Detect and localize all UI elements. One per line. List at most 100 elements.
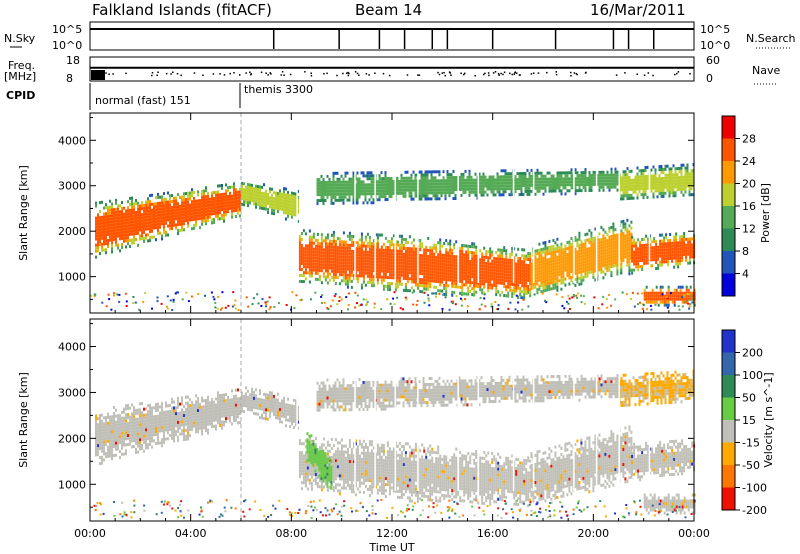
scatter-cell [441,277,444,281]
scatter-cell [513,289,516,293]
scatter-cell [574,238,577,242]
scatter-cell [488,175,491,179]
scatter-cell [529,276,532,280]
scatter-cell [638,184,641,188]
scatter-cell [181,216,183,220]
scatter-cell [651,255,654,259]
scatter-cell [157,195,159,199]
scatter-cell [440,179,443,183]
scatter-cell [354,250,357,254]
scatter-cell [419,284,422,287]
freq-dot [281,71,284,73]
scatter-cell [334,243,337,246]
scatter-cell [111,214,113,218]
scatter-cell [450,191,453,195]
scatter-cell [332,201,335,205]
scatter-cell [446,179,449,183]
scatter-cell [471,251,474,255]
scatter-cell [165,233,167,237]
scatter-cell [667,254,670,258]
scatter-cell [638,187,641,191]
freq-unit: [MHz] [4,70,36,83]
scatter-cell [211,200,213,204]
scatter-cell [483,255,486,259]
scatter-cell [501,281,504,285]
scatter-cell [386,249,389,252]
scatter-cell [631,259,634,263]
scatter-cell [515,262,518,266]
freq-dot [546,71,548,74]
scatter-cell [410,280,413,284]
scatter-cell [324,248,327,252]
scatter-cell [308,274,311,278]
scatter-cell [139,237,141,241]
scatter-cell [527,252,530,255]
scatter-cell [570,261,573,264]
scatter-cell [455,282,458,286]
scatter-cell [189,218,191,222]
scatter-cell [304,271,307,275]
scatter-cell [223,195,225,199]
scatter-cell [129,220,131,224]
freq-dot [156,74,158,77]
scatter-cell [117,231,119,235]
scatter-cell [449,269,452,273]
scatter-cell [235,191,237,194]
scatter-cell [133,241,135,245]
scatter-cell [400,234,403,238]
scatter-cell [289,212,291,216]
scatter-cell [463,244,466,248]
scatter-cell [519,257,522,260]
scatter-cell [320,181,323,184]
scatter-cell [117,216,119,220]
scatter-cell [673,303,676,307]
scatter-cell [149,215,151,219]
scatter-cell [161,234,163,238]
scatter-cell [600,252,603,256]
scatter-cell [310,250,313,254]
scatter-cell [530,283,533,287]
scatter-cell [449,245,452,249]
scatter-cell [441,262,444,266]
scatter-cell [584,177,587,181]
scatter-cell [550,287,553,291]
scatter-cell [332,266,335,270]
scatter-cell [344,279,347,283]
scatter-cell [293,198,295,202]
scatter-cell [326,192,329,196]
scatter-cell [544,274,547,277]
scatter-cell [324,278,327,282]
scatter-cell [429,252,432,256]
scatter-cell [340,195,343,199]
scatter-cell [161,207,163,211]
scatter-cell [434,170,437,174]
scatter-cell [683,238,686,241]
scatter-cell [205,198,207,202]
scatter-cell [165,230,167,234]
scatter-cell [141,234,143,238]
scatter-cell [570,174,573,178]
scatter-cell [400,179,403,183]
scatter-cell [496,172,499,176]
scatter-cell [213,212,215,216]
scatter-cell [384,192,387,196]
scatter-cell [121,228,123,231]
scatter-cell [141,207,143,211]
scatter-cell [346,267,349,271]
scatter-cell [425,263,428,267]
scatter-cell [243,194,245,198]
scatter-cell [304,262,307,266]
scatter-cell [217,214,219,218]
scatter-cell [376,251,379,255]
scatter-cell [489,280,492,284]
freq-dot [463,73,465,76]
scatter-cell [665,257,668,261]
scatter-cell [616,170,619,174]
scatter-cell [139,207,141,211]
scatter-cell [608,238,611,242]
scatter-cell [133,205,135,209]
scatter-cell [145,212,147,216]
scatter-cell [671,300,674,304]
scatter-cell [525,266,528,270]
scatter-cell [304,244,307,248]
